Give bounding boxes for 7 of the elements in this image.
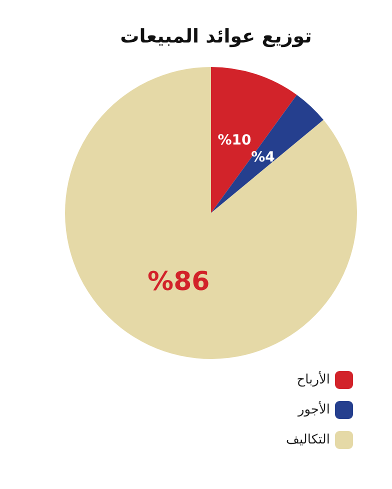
legend-label: الأجور xyxy=(296,400,330,418)
legend-label: التكاليف xyxy=(286,432,330,448)
data-label: %86 xyxy=(148,266,210,297)
data-label: %10 xyxy=(218,132,252,149)
chart-title: توزيع عوائد المبيعات xyxy=(120,26,312,48)
data-label: %4 xyxy=(251,150,276,166)
legend-label: الأرباح xyxy=(296,370,330,388)
